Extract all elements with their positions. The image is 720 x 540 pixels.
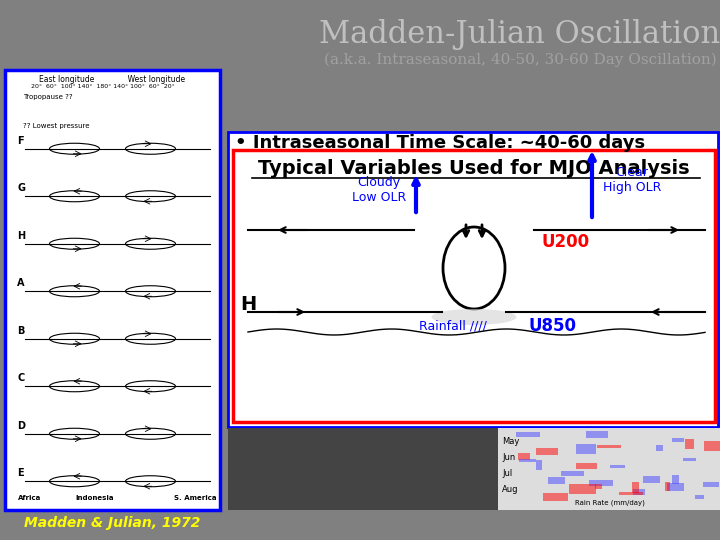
Text: Indonesia: Indonesia	[76, 495, 114, 501]
Bar	[5, 70, 220, 510]
Bar	[667, 483, 684, 491]
Text: Jun: Jun	[502, 453, 516, 462]
Bar	[228, 132, 718, 427]
Bar	[595, 484, 603, 489]
Bar	[683, 458, 696, 461]
Text: Rain Rate (mm/day): Rain Rate (mm/day)	[575, 499, 645, 505]
Text: Jul: Jul	[502, 469, 512, 478]
Bar	[562, 471, 584, 476]
Bar	[58, 434, 168, 442]
Bar	[586, 431, 608, 438]
Bar	[672, 438, 684, 442]
Text: U200: U200	[542, 233, 590, 251]
Bar	[543, 493, 568, 501]
Bar	[665, 482, 670, 491]
Bar	[633, 489, 645, 495]
Text: Africa: Africa	[19, 495, 42, 501]
Bar	[58, 339, 168, 347]
Bar	[516, 433, 540, 437]
Bar	[632, 482, 639, 493]
Bar	[685, 438, 694, 449]
Text: H: H	[240, 294, 256, 314]
Bar	[498, 428, 720, 510]
Text: (a.k.a. Intraseasonal, 40-50, 30-60 Day Oscillation): (a.k.a. Intraseasonal, 40-50, 30-60 Day …	[323, 53, 716, 67]
Text: Madden-Julian Oscillation: Madden-Julian Oscillation	[320, 19, 720, 51]
Bar	[597, 444, 621, 448]
Text: B: B	[17, 326, 24, 336]
Bar	[619, 491, 643, 495]
Bar	[703, 482, 719, 488]
Ellipse shape	[431, 309, 516, 325]
Bar	[657, 445, 663, 451]
Text: Cloudy
Low OLR: Cloudy Low OLR	[352, 176, 406, 204]
Bar	[643, 476, 660, 483]
Text: • Intraseasonal Time Scale: ~40-60 days: • Intraseasonal Time Scale: ~40-60 days	[235, 134, 645, 152]
Text: Madden & Julian, 1972: Madden & Julian, 1972	[24, 516, 201, 530]
Text: S. America: S. America	[174, 495, 216, 501]
Bar	[570, 484, 595, 494]
Bar	[519, 459, 536, 462]
Bar	[704, 441, 720, 451]
Text: Aug: Aug	[502, 485, 518, 494]
Text: Clear
High OLR: Clear High OLR	[603, 166, 661, 194]
Text: G: G	[17, 183, 25, 193]
Bar	[536, 448, 558, 455]
Text: 20°  60°  100° 140°  180° 140° 100°  60°  20°: 20° 60° 100° 140° 180° 140° 100° 60° 20°	[31, 84, 174, 89]
Text: A: A	[17, 278, 24, 288]
Bar	[672, 475, 679, 484]
Text: F: F	[17, 136, 24, 146]
Text: East longitude              West longitude: East longitude West longitude	[40, 75, 186, 84]
Text: May: May	[502, 437, 519, 446]
Bar	[577, 444, 596, 454]
Bar	[233, 150, 715, 422]
Text: U850: U850	[529, 317, 577, 335]
Bar	[58, 244, 168, 252]
Bar	[536, 460, 542, 470]
Bar	[610, 465, 625, 468]
Bar	[549, 477, 565, 484]
Text: D: D	[17, 421, 25, 431]
Bar	[695, 495, 704, 499]
Text: H: H	[17, 231, 25, 241]
Bar	[576, 463, 597, 469]
Text: Tropopause ??: Tropopause ??	[23, 94, 73, 100]
Text: E: E	[17, 468, 24, 478]
Text: Typical Variables Used for MJO Analysis: Typical Variables Used for MJO Analysis	[258, 159, 690, 178]
Bar	[228, 428, 498, 510]
Text: Rainfall ////: Rainfall ////	[419, 320, 487, 333]
Text: ?? Lowest pressure: ?? Lowest pressure	[23, 123, 89, 129]
Bar	[589, 480, 613, 486]
Bar	[518, 454, 531, 461]
Text: C: C	[17, 373, 24, 383]
